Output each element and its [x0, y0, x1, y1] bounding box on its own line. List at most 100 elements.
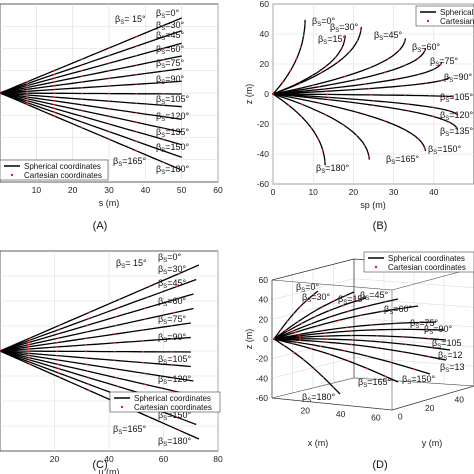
cartesian-point — [80, 98, 83, 101]
cartesian-point — [173, 311, 176, 314]
cartesian-point — [53, 88, 56, 91]
cartesian-point — [58, 324, 61, 327]
cartesian-point — [428, 94, 431, 97]
cartesian-point — [175, 416, 178, 419]
cartesian-point — [80, 64, 83, 66]
cartesian-point — [322, 376, 325, 379]
cartesian-point — [321, 149, 324, 152]
series-line — [272, 62, 443, 95]
cartesian-point — [417, 57, 420, 59]
cartesian-point — [108, 92, 110, 95]
cartesian-point — [402, 336, 404, 338]
beta-label: βS=120° — [158, 374, 191, 386]
cartesian-point — [298, 336, 301, 339]
cartesian-point — [304, 22, 306, 25]
cartesian-point — [344, 75, 347, 78]
cartesian-point — [80, 81, 83, 83]
legend-entry: Cartesian coordinates — [134, 403, 212, 412]
cartesian-point — [384, 375, 387, 378]
cartesian-point — [402, 307, 405, 309]
cartesian-point — [347, 360, 350, 362]
cartesian-point — [27, 350, 30, 353]
cartesian-point — [88, 389, 91, 392]
y-tick-label: 0 — [398, 412, 403, 422]
cartesian-point — [291, 342, 294, 345]
cartesian-point — [113, 350, 116, 353]
x-tick-label: 20 — [301, 406, 311, 416]
cartesian-point — [444, 95, 447, 98]
cartesian-point — [178, 272, 180, 275]
x-tick-label: 10 — [308, 187, 318, 197]
cartesian-point — [115, 368, 117, 370]
series-line — [272, 76, 451, 95]
y-tick-label: 20 — [260, 59, 270, 69]
beta-label: βS=75° — [156, 58, 184, 70]
cartesian-point — [299, 46, 302, 49]
cartesian-point — [401, 85, 404, 87]
y-tick-label: 20 — [425, 403, 435, 413]
cartesian-point — [311, 84, 314, 87]
cartesian-point — [80, 75, 83, 78]
cartesian-point — [116, 307, 119, 309]
legend: Spherical cooCartesian coor — [415, 5, 474, 27]
cartesian-point — [142, 361, 144, 364]
z-axis-label: z (m) — [244, 329, 254, 350]
panel-label: (D) — [372, 459, 387, 471]
cartesian-point — [372, 104, 375, 107]
x-tick-label: 40 — [141, 185, 151, 195]
cartesian-point — [291, 330, 294, 333]
z-tick-label: -40 — [256, 373, 269, 383]
cartesian-point — [26, 80, 29, 83]
x-tick-label: 20 — [50, 454, 60, 464]
cartesian-point — [427, 337, 430, 340]
grid-line — [271, 278, 355, 300]
cartesian-point — [299, 305, 302, 308]
panel-label: (A) — [93, 220, 108, 232]
cartesian-point — [355, 134, 358, 137]
cartesian-point — [135, 149, 138, 152]
x-axis-label: s (m) — [99, 198, 120, 208]
cartesian-point — [26, 90, 29, 93]
cartesian-point — [372, 99, 375, 102]
beta-label: βS=75° — [410, 318, 438, 330]
cartesian-point — [352, 339, 355, 341]
cartesian-point — [314, 315, 317, 318]
cartesian-point — [405, 343, 407, 346]
cartesian-point — [325, 90, 328, 93]
grid-line — [353, 357, 474, 367]
cartesian-point — [88, 311, 91, 314]
cartesian-point — [359, 314, 362, 317]
cartesian-point — [327, 98, 330, 101]
cartesian-point — [26, 84, 29, 87]
beta-label: βS=150° — [402, 374, 435, 386]
legend-marker-cartesian — [120, 405, 124, 409]
cartesian-point — [300, 115, 303, 118]
cartesian-point — [135, 111, 138, 114]
cartesian-point — [324, 335, 327, 337]
cartesian-point — [318, 85, 320, 88]
cartesian-point — [347, 310, 350, 313]
cartesian-point — [115, 376, 117, 379]
cartesian-point — [0, 350, 1, 352]
beta-label: βS=0° — [158, 252, 181, 264]
cartesian-point — [279, 329, 282, 331]
cartesian-point — [349, 330, 352, 332]
legend-marker-cartesian — [426, 19, 430, 23]
cartesian-point — [432, 68, 435, 71]
x-axis-label: sp (m) — [360, 200, 386, 210]
cartesian-point — [80, 92, 83, 95]
cartesian-point — [144, 372, 147, 375]
y-tick-label: 40 — [260, 29, 270, 39]
cartesian-point — [355, 299, 358, 302]
cartesian-point — [135, 35, 138, 38]
series-line — [273, 297, 367, 340]
series-line — [0, 307, 194, 352]
cartesian-point — [162, 36, 165, 38]
cartesian-point — [407, 103, 410, 106]
x-tick-label: 60 — [159, 454, 169, 464]
x-tick-label: 30 — [389, 187, 399, 197]
cartesian-point — [312, 367, 315, 370]
cartesian-point — [295, 58, 298, 60]
cartesian-point — [53, 92, 56, 95]
y-tick-label: 60 — [260, 0, 270, 9]
